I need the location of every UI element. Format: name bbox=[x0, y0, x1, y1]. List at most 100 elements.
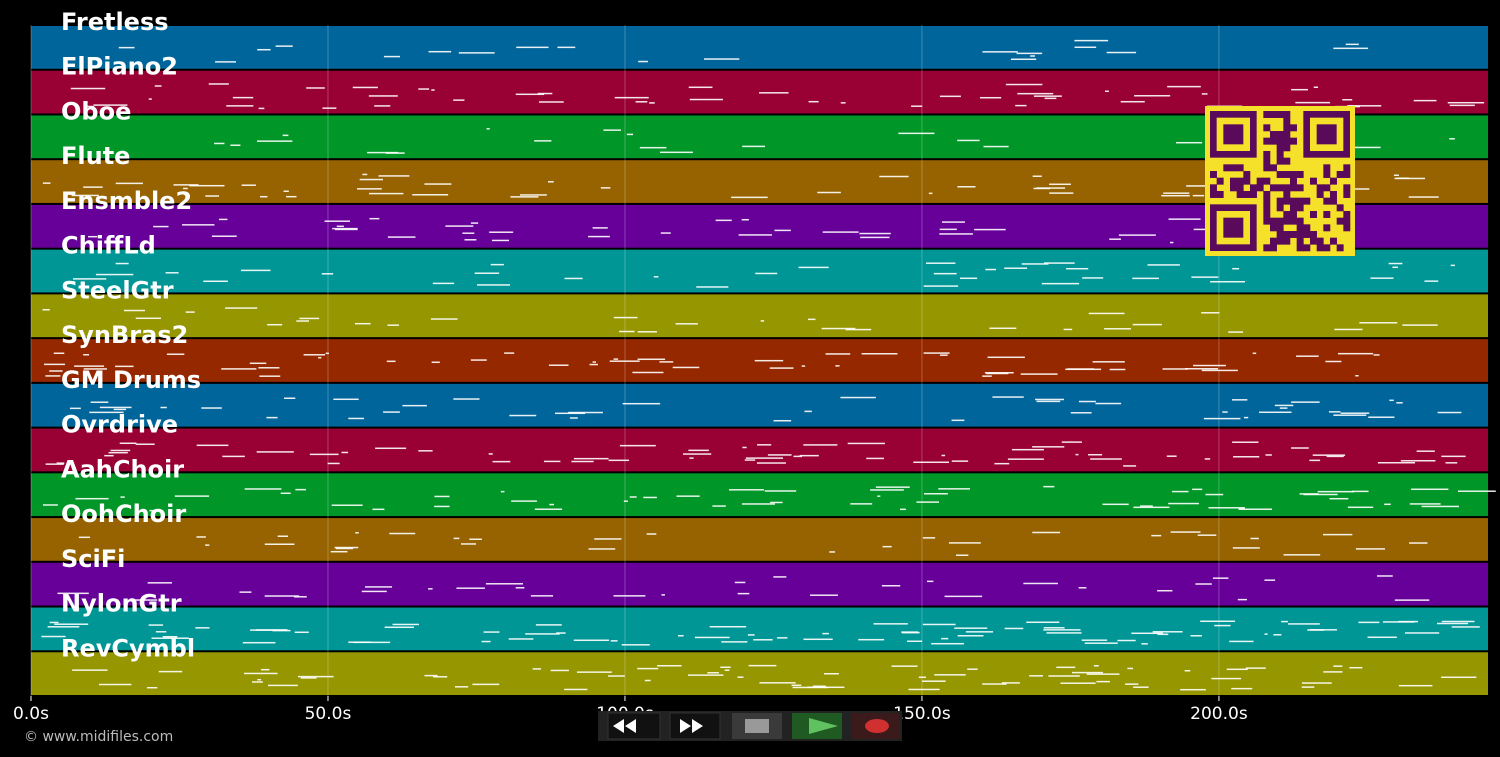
note bbox=[1291, 401, 1320, 403]
note bbox=[1071, 671, 1103, 674]
note bbox=[715, 219, 732, 222]
note bbox=[939, 354, 948, 356]
qr-module bbox=[1296, 197, 1304, 205]
note bbox=[1169, 241, 1174, 244]
note bbox=[257, 48, 271, 51]
note bbox=[490, 263, 504, 266]
note bbox=[353, 641, 391, 644]
note bbox=[918, 676, 926, 679]
note bbox=[368, 192, 404, 195]
qr-module bbox=[1303, 224, 1311, 232]
note bbox=[1350, 146, 1381, 149]
qr-module bbox=[1276, 204, 1284, 212]
note bbox=[543, 460, 561, 463]
track-name: Fretless bbox=[61, 8, 169, 36]
note bbox=[481, 640, 491, 643]
note bbox=[460, 543, 477, 545]
note bbox=[1211, 677, 1242, 680]
note bbox=[348, 641, 372, 643]
forward-icon bbox=[680, 719, 703, 733]
note bbox=[47, 626, 80, 628]
qr-module bbox=[1336, 217, 1344, 225]
note bbox=[866, 457, 885, 460]
forward-button[interactable] bbox=[669, 712, 721, 740]
note bbox=[511, 500, 537, 502]
stop-button[interactable] bbox=[732, 713, 782, 739]
note bbox=[1416, 450, 1435, 452]
note bbox=[753, 639, 773, 641]
qr-module bbox=[1210, 184, 1217, 192]
qr-module bbox=[1343, 224, 1351, 232]
note bbox=[689, 98, 723, 101]
note bbox=[745, 457, 784, 459]
note bbox=[694, 636, 730, 639]
note bbox=[1044, 97, 1057, 100]
qr-module bbox=[1343, 191, 1351, 198]
note bbox=[564, 277, 583, 280]
note bbox=[104, 454, 114, 457]
note bbox=[1084, 642, 1118, 644]
note bbox=[759, 92, 789, 94]
qr-module bbox=[1230, 177, 1237, 185]
note bbox=[922, 680, 946, 682]
x-tick-label: 50.0s bbox=[305, 704, 352, 724]
track-band bbox=[31, 607, 1488, 651]
rewind-icon bbox=[613, 719, 636, 733]
note bbox=[472, 683, 500, 686]
rewind-button[interactable] bbox=[607, 712, 661, 740]
note bbox=[1424, 280, 1439, 282]
note bbox=[638, 60, 648, 63]
note bbox=[933, 272, 957, 275]
note bbox=[477, 284, 511, 286]
note bbox=[1023, 582, 1058, 585]
qr-module bbox=[1270, 111, 1277, 118]
qr-module bbox=[1270, 244, 1277, 252]
qr-module bbox=[1323, 197, 1331, 205]
note bbox=[803, 444, 838, 446]
note bbox=[267, 323, 283, 326]
note bbox=[489, 231, 514, 233]
record-button[interactable] bbox=[852, 713, 900, 739]
qr-module bbox=[1296, 244, 1304, 252]
note bbox=[1131, 632, 1163, 635]
note bbox=[1066, 267, 1089, 270]
qr-module bbox=[1310, 211, 1317, 218]
note bbox=[881, 585, 901, 587]
note bbox=[1338, 352, 1374, 355]
note bbox=[742, 145, 766, 148]
note bbox=[982, 683, 1007, 685]
note bbox=[925, 262, 956, 264]
note bbox=[113, 408, 127, 411]
note bbox=[491, 239, 510, 242]
note bbox=[927, 580, 934, 583]
note bbox=[879, 175, 909, 178]
note bbox=[569, 417, 578, 419]
note bbox=[967, 668, 978, 670]
note bbox=[1436, 622, 1469, 625]
note bbox=[923, 352, 950, 354]
note bbox=[721, 641, 748, 643]
note bbox=[488, 453, 493, 455]
note bbox=[1049, 183, 1071, 186]
play-button[interactable] bbox=[792, 713, 842, 739]
qr-module bbox=[1323, 224, 1331, 232]
notes bbox=[41, 39, 1496, 691]
note bbox=[738, 234, 772, 236]
note bbox=[324, 220, 350, 222]
note bbox=[277, 535, 289, 537]
qr-module bbox=[1330, 177, 1337, 185]
note bbox=[637, 667, 659, 670]
note bbox=[974, 228, 1006, 231]
note bbox=[644, 679, 651, 682]
note bbox=[1377, 575, 1393, 577]
qr-module bbox=[1283, 124, 1291, 132]
note bbox=[214, 142, 225, 145]
qr-module bbox=[1283, 231, 1291, 238]
note bbox=[431, 89, 435, 91]
qr-module bbox=[1290, 197, 1297, 205]
note bbox=[42, 309, 50, 311]
note bbox=[1307, 629, 1325, 631]
note bbox=[368, 95, 398, 97]
note bbox=[922, 537, 936, 539]
note bbox=[1192, 194, 1205, 197]
